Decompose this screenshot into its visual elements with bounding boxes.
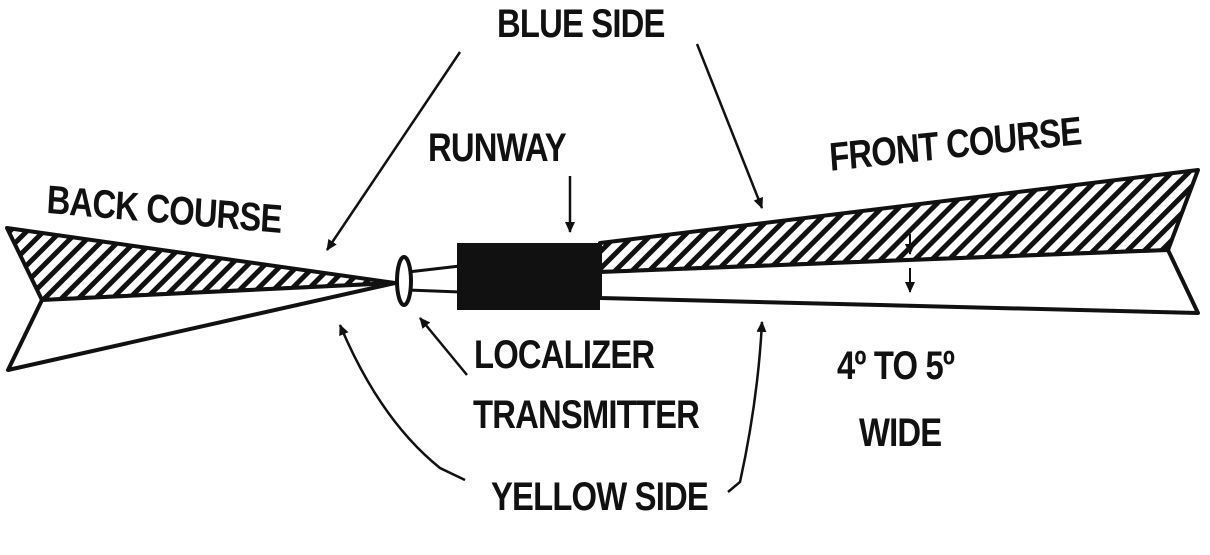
blue-side-pointer-right [695,43,764,209]
course-line-upper [407,264,461,274]
runway-label: RUNWAY [428,126,567,170]
runway-block [457,243,600,310]
course-width-label-line1: 4º TO 5º [837,344,955,388]
course-width-label-line2: WIDE [859,411,942,455]
localizer-transmitter-icon [395,255,413,307]
yellow-side-pointer-right [727,321,767,493]
yellow-side-label: YELLOW SIDE [491,475,709,519]
course-line-lower [407,288,461,294]
transmitter-label: TRANSMITTER [473,393,700,437]
localizer-label: LOCALIZER [474,333,655,377]
blue-side-pointer-left [325,51,462,251]
transmitter-pointer-arrow [419,317,468,376]
blue-side-label: BLUE SIDE [497,2,665,46]
yellow-side-pointer-left [338,324,466,482]
back-course-yellow-lobe [6,281,397,372]
